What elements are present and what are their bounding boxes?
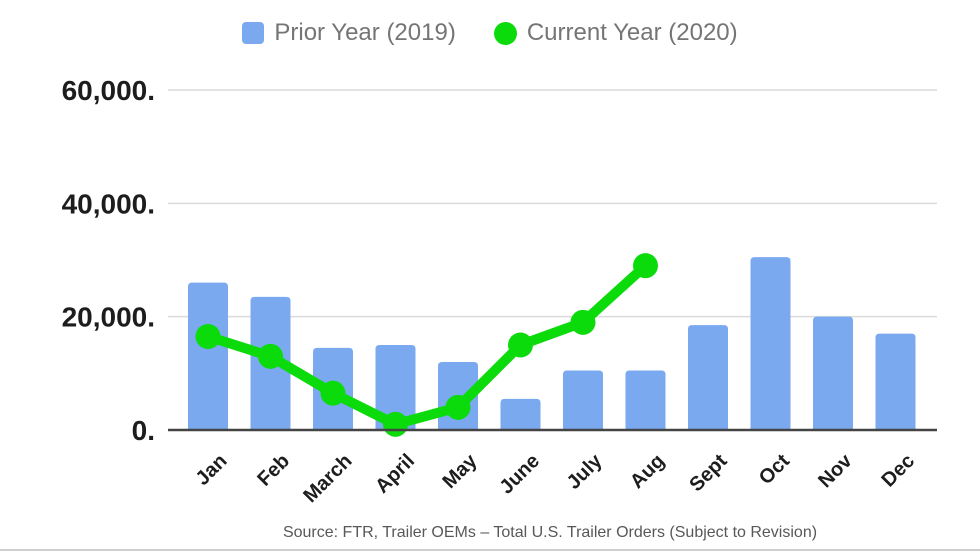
chart-legend: Prior Year (2019) Current Year (2020) [0,19,980,47]
legend-label-prior-year: Prior Year (2019) [274,19,456,46]
y-axis-tick-label: 60,000. [62,75,155,106]
y-axis-tick-label: 40,000. [62,188,155,219]
bottom-divider [0,549,980,551]
bar-2019-july [563,370,603,430]
x-axis-label-march: March [299,450,356,507]
bar-2019-oct [750,257,791,430]
source-note: Source: FTR, Trailer OEMs – Total U.S. T… [282,524,818,541]
x-axis-label-oct: Oct [755,450,794,489]
line-point-2020-aug [633,253,658,279]
legend-item-current-year: Current Year (2020) [493,19,738,47]
x-axis-label-april: April [371,450,419,498]
x-axis-label-june: June [495,450,544,499]
line-point-2020-jan [195,324,221,349]
x-axis-label-aug: Aug [626,450,669,493]
bar-2019-sept [688,325,728,430]
bar-2019-april [375,345,416,430]
y-axis-tick-label: 0. [132,415,155,446]
bar-2019-nov [813,316,853,430]
current-year-circle-swatch-icon [493,21,517,45]
line-point-2020-june [508,332,533,358]
line-point-2020-july [570,309,596,335]
x-axis-label-nov: Nov [814,449,857,492]
line-point-2020-april [383,411,408,437]
bar-2019-june [500,398,541,430]
line-point-2020-march [320,380,346,406]
x-axis-label-jan: Jan [192,450,232,490]
legend-label-current-year: Current Year (2020) [526,19,738,46]
line-point-2020-may [445,394,471,420]
x-axis-label-july: July [563,449,607,493]
y-axis-tick-label: 20,000. [62,302,155,333]
line-point-2020-feb [258,343,283,369]
x-axis-label-dec: Dec [878,450,920,492]
legend-item-prior-year: Prior Year (2019) [242,19,456,47]
prior-year-square-swatch-icon [242,22,265,44]
bar-2019-dec [875,333,916,430]
x-axis-label-may: May [438,449,482,493]
bar-2019-jan [188,282,228,430]
x-axis-label-sept: Sept [685,450,731,496]
x-axis-label-feb: Feb [253,450,294,491]
bar-2019-aug [625,370,666,430]
